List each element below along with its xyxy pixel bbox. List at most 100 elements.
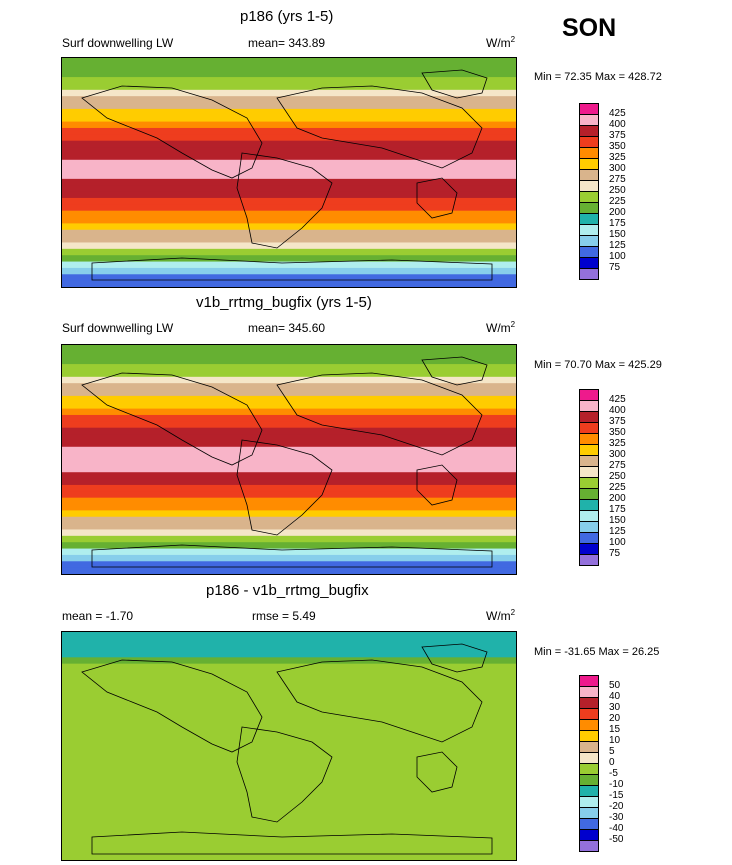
latitude-band (62, 554, 516, 562)
panel-1-title: p186 (yrs 1-5) (240, 8, 334, 25)
colorbar-swatch (579, 411, 599, 422)
colorbar-swatch (579, 840, 599, 852)
colorbar-swatch (579, 202, 599, 213)
colorbar-swatch (579, 730, 599, 741)
latitude-band (62, 670, 516, 677)
latitude-band (62, 752, 516, 760)
latitude-band (62, 708, 516, 715)
latitude-band (62, 434, 516, 442)
colorbar-label: 300 (609, 449, 626, 460)
colorbar-swatch (579, 741, 599, 752)
latitude-band (62, 376, 516, 384)
latitude-band (62, 701, 516, 709)
colorbar-label: 175 (609, 218, 626, 229)
coastline (421, 356, 488, 386)
colorbar-swatch (579, 268, 599, 280)
latitude-band (62, 638, 516, 646)
panel-1-mean: mean= 343.89 (248, 36, 326, 50)
coastline (276, 85, 483, 169)
latitude-band (62, 421, 516, 429)
latitude-band (62, 274, 516, 282)
colorbar-label: 250 (609, 185, 626, 196)
latitude-band (62, 255, 516, 263)
latitude-band (62, 841, 516, 848)
latitude-band (62, 229, 516, 237)
panel-1-map-svg (62, 58, 516, 287)
latitude-band (62, 497, 516, 505)
panel-1-map (61, 57, 517, 288)
latitude-band (62, 83, 516, 91)
colorbar-swatch (579, 455, 599, 466)
latitude-band (62, 733, 516, 741)
latitude-band (62, 261, 516, 269)
colorbar-swatch (579, 719, 599, 730)
colorbar-swatch (579, 532, 599, 543)
latitude-band (62, 185, 516, 193)
colorbar-swatch (579, 543, 599, 554)
panel-2-colorbar: 425 400 375 350 325 300 275 250 225 200 175 150 125 1… (579, 389, 626, 566)
colorbar-swatch (579, 807, 599, 818)
coastline (416, 751, 458, 793)
colorbar-swatch (579, 147, 599, 158)
latitude-band (62, 695, 516, 703)
colorbar-swatch (579, 499, 599, 510)
colorbar-label: -30 (609, 812, 624, 823)
latitude-band (62, 108, 516, 116)
colorbar-label: 0 (609, 757, 615, 768)
panel-1-units: W/m2 (486, 35, 516, 50)
panel-1-field-label: Surf downwelling LW (62, 36, 174, 50)
coastline (81, 85, 263, 179)
latitude-band (62, 853, 516, 860)
coastline (416, 177, 458, 219)
panel-3-mean: mean = -1.70 (62, 609, 134, 623)
latitude-band (62, 529, 516, 537)
colorbar-swatch (579, 433, 599, 444)
colorbar-label: 125 (609, 526, 626, 537)
colorbar-label: 275 (609, 174, 626, 185)
latitude-band (62, 77, 516, 85)
latitude-band (62, 242, 516, 250)
panel-2-minmax: Min = 70.70 Max = 425.29 (534, 359, 662, 371)
colorbar-swatch (579, 235, 599, 246)
colorbar-label: -40 (609, 823, 624, 834)
latitude-band (62, 663, 516, 671)
colorbar-swatch (579, 752, 599, 763)
colorbar-swatch (579, 488, 599, 499)
latitude-band (62, 491, 516, 499)
coastline (81, 659, 263, 753)
latitude-band (62, 472, 516, 480)
panel-3-map-svg (62, 632, 516, 860)
latitude-band (62, 758, 516, 766)
latitude-band (62, 504, 516, 511)
colorbar-label: 15 (609, 724, 621, 735)
latitude-band (62, 523, 516, 531)
latitude-band (62, 746, 516, 753)
latitude-band (62, 510, 516, 518)
colorbar-swatch (579, 774, 599, 785)
colorbar-label: 375 (609, 130, 626, 141)
colorbar-label: 375 (609, 416, 626, 427)
colorbar-swatch (579, 444, 599, 455)
latitude-band (62, 166, 516, 174)
coastline (421, 643, 488, 673)
colorbar-swatch (579, 103, 599, 114)
latitude-band (62, 115, 516, 123)
coastline (236, 439, 333, 536)
latitude-band (62, 248, 516, 256)
latitude-band (62, 714, 516, 722)
panel-1-minmax: Min = 72.35 Max = 428.72 (534, 71, 662, 83)
latitude-band (62, 542, 516, 550)
latitude-band (62, 414, 516, 422)
colorbar-label: -50 (609, 834, 624, 845)
colorbar-label: 175 (609, 504, 626, 515)
colorbar-label: 5 (609, 746, 615, 757)
colorbar-label: 75 (609, 548, 621, 559)
colorbar-swatch (579, 389, 599, 400)
latitude-band (62, 657, 516, 665)
colorbar-swatch (579, 675, 599, 686)
latitude-band (62, 535, 516, 543)
panel-2-mean: mean= 345.60 (248, 321, 326, 335)
latitude-band (62, 223, 516, 231)
colorbar-label: 400 (609, 405, 626, 416)
colorbar-swatch (579, 136, 599, 147)
